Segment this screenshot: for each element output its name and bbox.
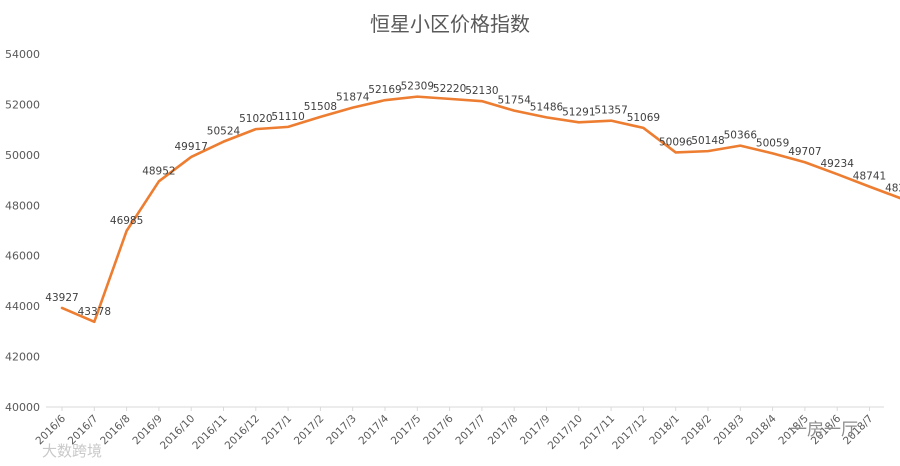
- series-line: [60, 95, 900, 324]
- x-tick-label: 2017/6: [421, 412, 456, 447]
- data-label: 50059: [756, 137, 789, 149]
- data-label: 51069: [627, 112, 660, 124]
- x-tick-label: 2017/8: [486, 413, 521, 448]
- y-tick-label: 50000: [5, 149, 40, 162]
- x-tick-label: 2018/4: [744, 412, 779, 447]
- watermarks: 大数跨境 一房一厅: [42, 420, 858, 460]
- data-label: 50524: [207, 126, 241, 138]
- data-label: 50366: [724, 130, 758, 142]
- data-label: 49707: [788, 146, 821, 158]
- x-tick-label: 2017/7: [453, 413, 488, 448]
- data-label: 49917: [174, 141, 207, 153]
- y-tick-label: 52000: [5, 98, 40, 111]
- x-tick-label: 2017/4: [357, 412, 392, 447]
- y-tick-label: 48000: [5, 199, 40, 212]
- series-group: [60, 95, 900, 324]
- data-label: 48260: [885, 183, 900, 195]
- data-label: 51508: [304, 101, 337, 113]
- x-tick-label: 2018/1: [647, 413, 682, 448]
- x-tick-label: 2016/8: [98, 413, 133, 448]
- data-label: 51874: [336, 92, 370, 104]
- data-label: 51291: [562, 106, 595, 118]
- x-tick-label: 2017/3: [324, 413, 359, 448]
- x-tick-label: 2016/11: [190, 413, 229, 452]
- data-label: 52220: [433, 83, 466, 95]
- data-label: 51020: [239, 113, 272, 125]
- axes: 40000 42000 44000 46000 48000 50000 52000 54000…: [5, 48, 884, 452]
- data-label: 52169: [368, 84, 401, 96]
- data-label: 50096: [659, 136, 693, 148]
- data-label: 50148: [691, 135, 724, 147]
- x-tick-label: 2017/12: [610, 413, 649, 452]
- data-label: 51110: [271, 111, 304, 123]
- x-tick-label: 2017/2: [292, 413, 327, 448]
- watermark-right: 一房一厅: [790, 420, 858, 440]
- data-label: 52309: [401, 81, 434, 93]
- data-label: 52130: [465, 85, 498, 97]
- data-label: 48952: [142, 165, 175, 177]
- data-label: 51486: [530, 101, 564, 113]
- chart-title: 恒星小区价格指数: [370, 12, 530, 36]
- x-tick-label: 2017/10: [546, 413, 585, 452]
- x-tick-label: 2017/1: [260, 413, 295, 448]
- y-tick-label: 40000: [5, 401, 40, 414]
- y-tick-label: 54000: [5, 48, 40, 61]
- x-tick-label: 2016/10: [158, 413, 197, 452]
- data-label: 49234: [820, 158, 854, 170]
- data-label: 43378: [78, 306, 111, 318]
- data-label: 46985: [110, 215, 143, 227]
- x-tick-label: 2016/12: [223, 413, 262, 452]
- x-tick-label: 2017/5: [389, 413, 424, 448]
- y-tick-label: 44000: [5, 300, 40, 313]
- data-label: 51357: [594, 105, 627, 117]
- x-tick-label: 2017/11: [578, 413, 617, 452]
- y-tick-label: 42000: [5, 351, 40, 364]
- x-tick-label: 2018/3: [712, 413, 747, 448]
- y-tick-label: 46000: [5, 250, 40, 263]
- x-tick-label: 2018/2: [680, 413, 715, 448]
- data-label: 48741: [853, 171, 886, 183]
- data-label: 51754: [497, 95, 531, 107]
- watermark-left: 大数跨境: [42, 442, 102, 460]
- data-label: 43927: [45, 292, 78, 304]
